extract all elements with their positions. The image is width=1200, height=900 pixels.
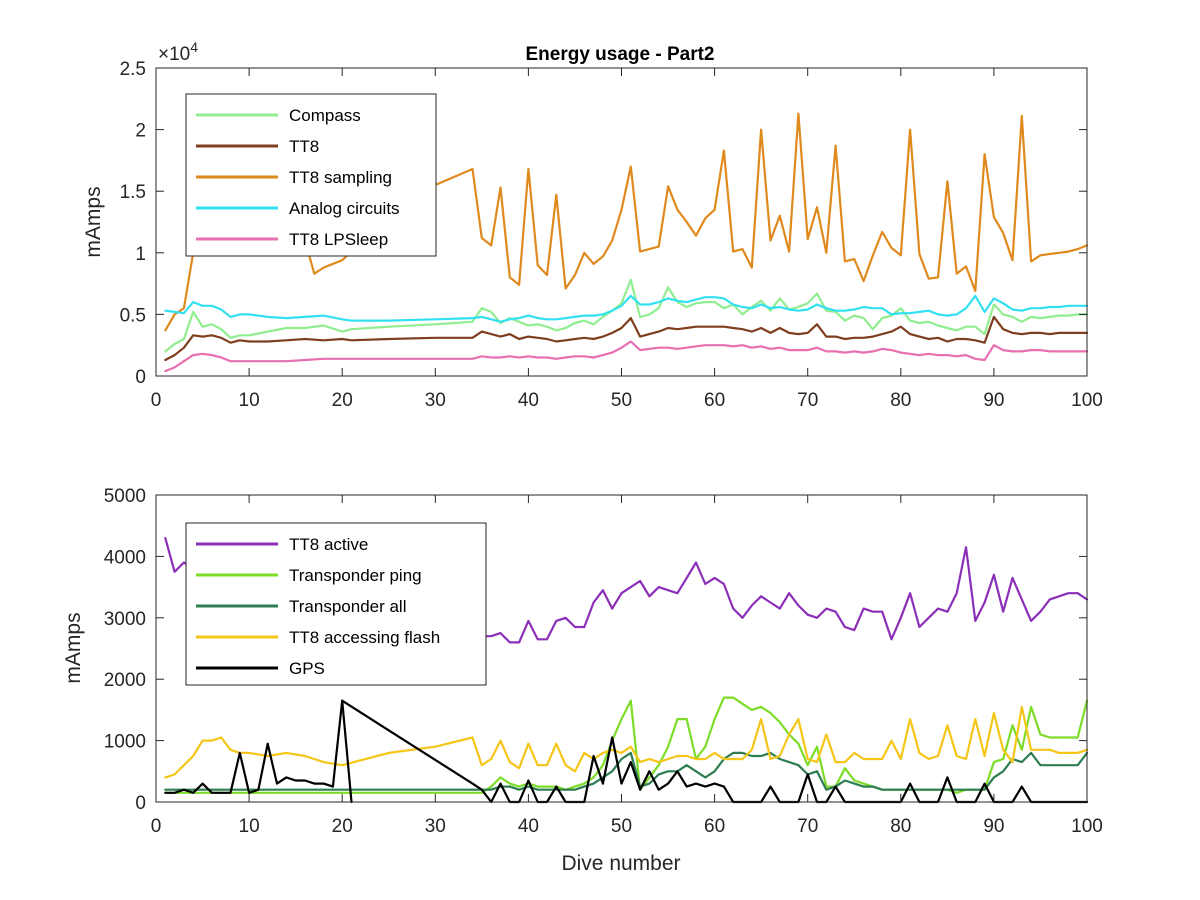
x-tick-label: 80 [890,390,911,411]
series-line-tt8 [164,315,1089,362]
top-chart: Energy usage - Part2 ×104 0 10 20 30 40 50 60 7… [82,39,1103,411]
x-tick-label: 40 [518,390,539,411]
bottom-legend: TT8 active Transponder ping Transponder al… [185,522,487,686]
x-tick-label: 90 [983,816,1004,837]
legend-box [185,93,437,257]
x-tick-label: 20 [332,816,353,837]
bottom-y-axis-label: mAmps [62,612,85,683]
series-line-gps-drop [341,699,353,804]
x-tick-label: 90 [983,390,1004,411]
top-y-axis-label: mAmps [82,186,105,257]
x-tick-label: 30 [425,390,446,411]
svg-text:×104: ×104 [158,39,198,65]
legend-label-tt8-lpsleep: TT8 LPSleep [289,230,388,249]
y-tick-label: 5000 [104,486,146,507]
y-tick-label: 0 [135,793,146,814]
y-tick-label: 2000 [104,670,146,691]
y-tick-label: 2 [135,121,146,142]
x-tick-label: 70 [797,816,818,837]
legend-box [185,522,487,686]
x-tick-label: 50 [611,390,632,411]
x-tick-label: 30 [425,816,446,837]
y-tick-label: 1000 [104,732,146,753]
y-tick-label: 0 [135,367,146,388]
series-line-tt8-accessing-flash [164,705,1089,779]
y-tick-label: 1 [135,244,146,265]
legend-label-tt8-sampling: TT8 sampling [289,168,392,187]
x-tick-label: 60 [704,390,725,411]
legend-label-compass: Compass [289,106,361,125]
x-tick-label: 0 [151,390,162,411]
series-line-tt8-sampling [164,112,1089,332]
legend-label-gps: GPS [289,659,325,678]
y-tick-label: 3000 [104,609,146,630]
x-tick-label: 100 [1071,390,1103,411]
bottom-chart: 0 10 20 30 40 50 60 70 80 90 100010002000300040005… [62,486,1103,875]
x-tick-label: 50 [611,816,632,837]
legend-label-transponder-all: Transponder all [289,597,407,616]
x-tick-label: 0 [151,816,162,837]
series-line-transponder-all [164,751,1089,791]
y-tick-label: 0.5 [120,305,146,326]
x-tick-label: 10 [239,816,260,837]
top-legend: Compass TT8 TT8 sampling Analog circuits TT8… [185,93,437,257]
series-line-gps [164,699,1089,804]
series-line-analog-circuits [164,294,1089,323]
series-line-compass [164,278,1089,353]
y-tick-label: 4000 [104,547,146,568]
x-tick-label: 100 [1071,816,1103,837]
legend-label-tt8-accessing-flash: TT8 accessing flash [289,628,440,647]
x-tick-label: 60 [704,816,725,837]
legend-label-tt8-active: TT8 active [289,535,368,554]
legend-label-transponder-ping: Transponder ping [289,566,422,585]
x-tick-label: 70 [797,390,818,411]
legend-label-tt8: TT8 [289,137,319,156]
x-axis-label: Dive number [561,852,680,875]
exponent-label: ×104 [158,39,198,65]
y-tick-label: 2.5 [120,59,146,80]
series-line-tt8-lpsleep [164,340,1089,373]
x-tick-label: 80 [890,816,911,837]
legend-label-analog-circuits: Analog circuits [289,199,400,218]
x-tick-label: 20 [332,390,353,411]
x-tick-label: 10 [239,390,260,411]
y-tick-label: 1.5 [120,182,146,203]
chart-title: Energy usage - Part2 [525,44,714,65]
x-tick-label: 40 [518,816,539,837]
